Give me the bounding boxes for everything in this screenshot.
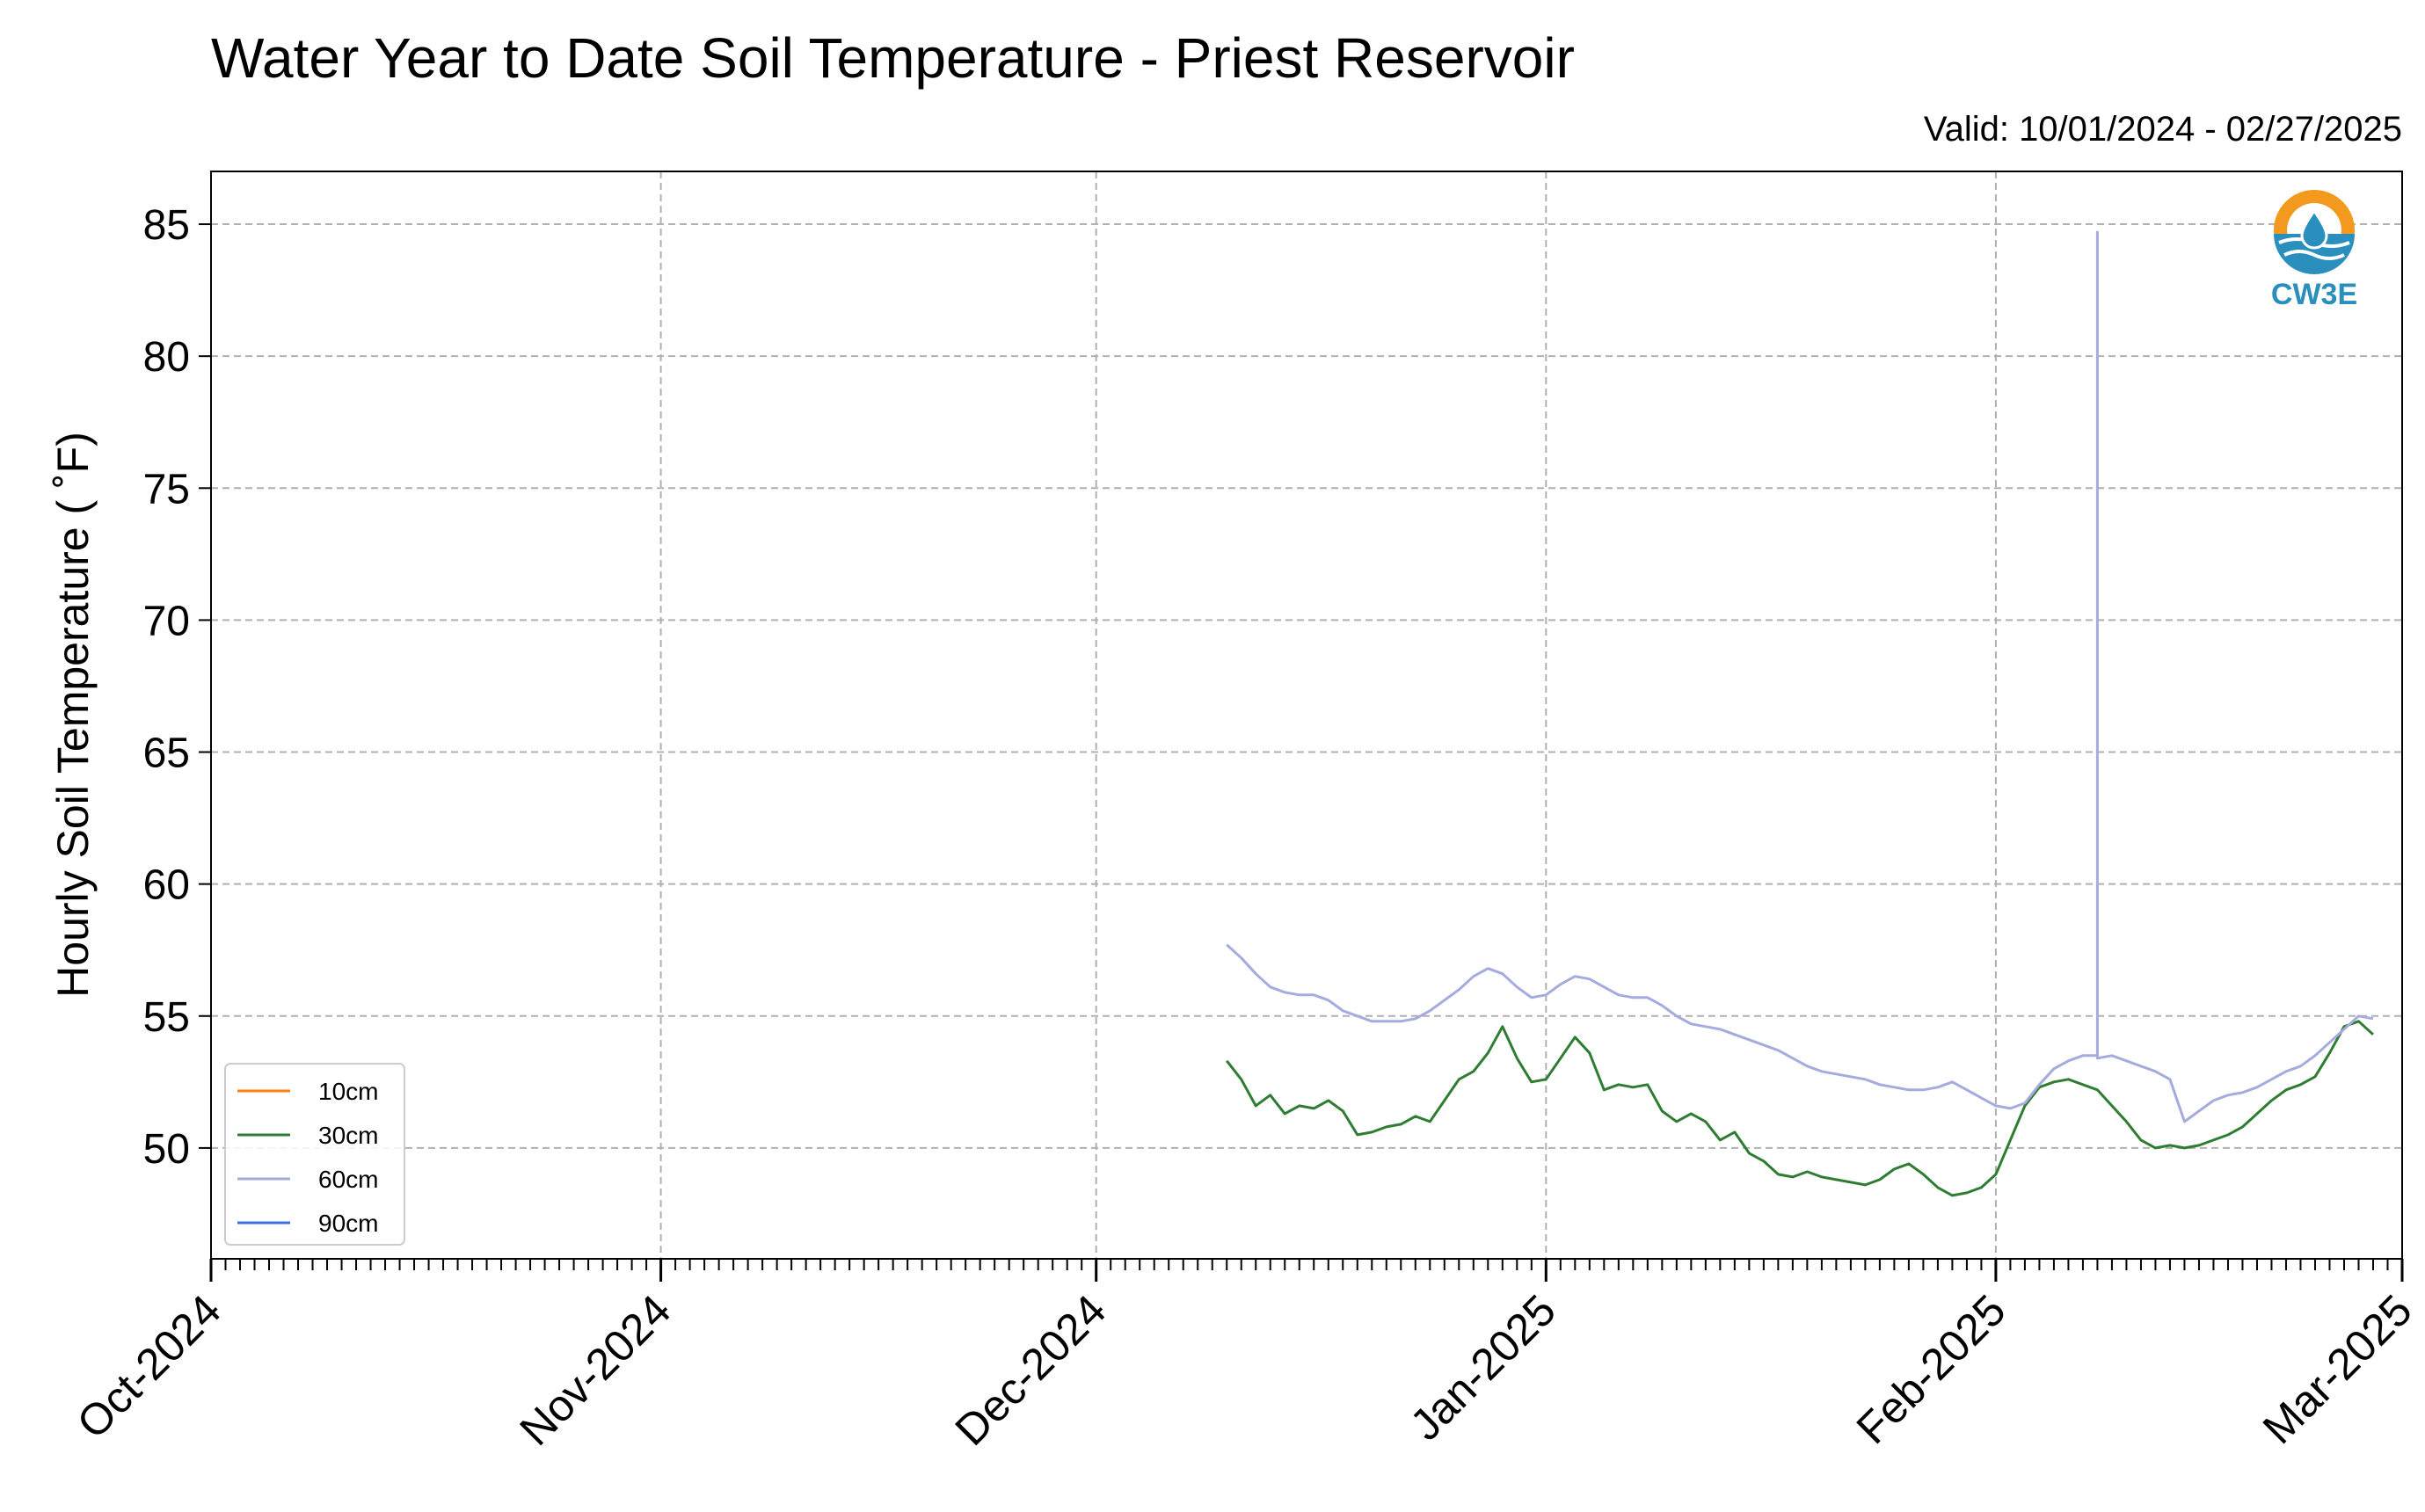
x-tick-label: Dec-2024: [946, 1285, 1116, 1455]
x-tick-label: Oct-2024: [68, 1285, 230, 1448]
x-tick-label: Feb-2025: [1847, 1285, 2015, 1453]
y-axis-label: Hourly Soil Temperature ( ˚F): [48, 432, 98, 998]
minor-ticks: [210, 1259, 2403, 1270]
legend-box: [224, 1063, 405, 1246]
y-tick-label: 50: [143, 1126, 190, 1173]
water-drop-icon: [2300, 208, 2328, 250]
legend-label-30cm: 30cm: [318, 1122, 378, 1149]
legend: 10cm 30cm 60cm 90cm: [224, 1063, 405, 1246]
x-axis: Oct-2024 Nov-2024 Dec-2024 Jan-2025 Feb-2025…: [68, 1259, 2421, 1455]
legend-label-10cm: 10cm: [318, 1078, 378, 1105]
y-tick-label: 80: [143, 334, 190, 381]
plot-frame: [210, 171, 2403, 1260]
y-axis: 50 55 60 65 70 75 80 85: [143, 202, 211, 1173]
x-tick-label: Nov-2024: [510, 1285, 680, 1455]
series-30cm-line: [1226, 1020, 2375, 1197]
x-tick-label: Mar-2025: [2254, 1285, 2421, 1453]
y-tick-label: 55: [143, 994, 190, 1041]
chart-title: Water Year to Date Soil Temperature - Pr…: [211, 26, 1575, 90]
cw3e-logo: CW3E: [2271, 190, 2357, 311]
gridlines: [210, 171, 2403, 1259]
x-tick-label: Jan-2025: [1401, 1285, 1565, 1450]
series-60cm-line: [1226, 230, 2374, 1123]
y-tick-label: 75: [143, 466, 190, 512]
y-tick-label: 65: [143, 731, 190, 777]
y-tick-label: 85: [143, 202, 190, 249]
y-tick-label: 60: [143, 862, 190, 909]
chart-subtitle: Valid: 10/01/2024 - 02/27/2025: [1924, 110, 2402, 149]
legend-label-90cm: 90cm: [318, 1210, 378, 1237]
logo-label: CW3E: [2271, 278, 2357, 311]
y-tick-label: 70: [143, 598, 190, 644]
legend-label-60cm: 60cm: [318, 1166, 378, 1193]
series-lines: [1226, 230, 2375, 1197]
